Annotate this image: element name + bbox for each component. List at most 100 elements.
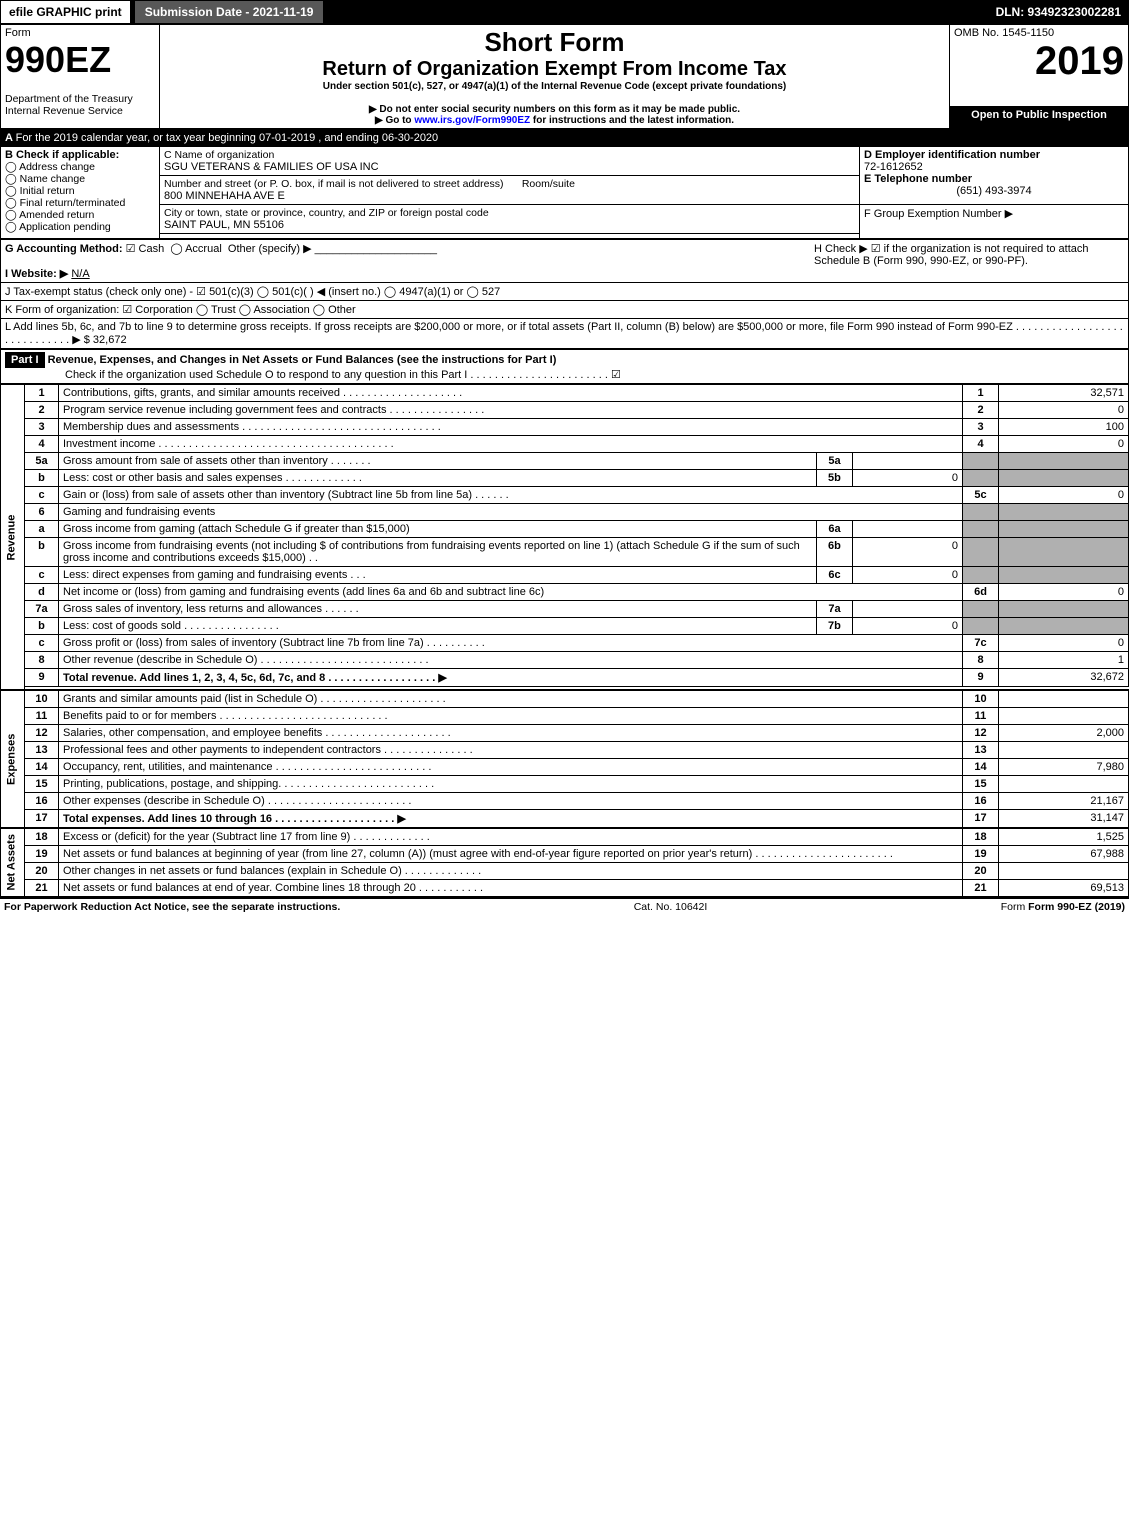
f-label: F Group Exemption Number ▶ [864, 208, 1013, 220]
line-5b-sub: 5b [816, 470, 852, 487]
phone-value: (651) 493-3974 [864, 185, 1124, 197]
line-7c-num: c [25, 635, 59, 652]
line-7c-val: 0 [999, 635, 1129, 652]
line-7b-desc: Less: cost of goods sold . . . . . . . .… [59, 618, 817, 635]
e-label: E Telephone number [864, 173, 972, 185]
efile-button[interactable]: efile GRAPHIC print [0, 0, 131, 24]
line-5c-val: 0 [999, 487, 1129, 504]
line-21-val: 69,513 [999, 880, 1129, 897]
line-6c-desc: Less: direct expenses from gaming and fu… [59, 567, 817, 584]
line-16-val: 21,167 [999, 793, 1129, 810]
line-21-rn: 21 [963, 880, 999, 897]
j-text: J Tax-exempt status (check only one) - ☑… [1, 283, 1129, 301]
form-header-table: Form 990EZ Department of the Treasury In… [0, 24, 1129, 129]
line-19-rn: 19 [963, 846, 999, 863]
line-6c-sub: 6c [816, 567, 852, 584]
line-9-num: 9 [25, 669, 59, 687]
line-5b-num: b [25, 470, 59, 487]
line-5b-desc: Less: cost or other basis and sales expe… [59, 470, 817, 487]
line-14-num: 14 [25, 759, 59, 776]
l-text: L Add lines 5b, 6c, and 7b to line 9 to … [1, 319, 1129, 349]
line-5c-desc: Gain or (loss) from sale of assets other… [59, 487, 963, 504]
line-2-desc: Program service revenue including govern… [59, 402, 963, 419]
line-15-val [999, 776, 1129, 793]
line-6b-num: b [25, 538, 59, 567]
line-19-num: 19 [25, 846, 59, 863]
chk-name-change[interactable]: ◯ Name change [5, 173, 85, 185]
section-expenses-label: Expenses [1, 690, 25, 828]
g-other[interactable]: Other (specify) ▶ [228, 243, 312, 255]
line-16-desc: Other expenses (describe in Schedule O) … [59, 793, 963, 810]
line-3-desc: Membership dues and assessments . . . . … [59, 419, 963, 436]
footer-mid: Cat. No. 10642I [634, 901, 708, 913]
i-label: I Website: ▶ [5, 268, 68, 280]
street-label: Number and street (or P. O. box, if mail… [164, 178, 503, 190]
line-16-rn: 16 [963, 793, 999, 810]
line-8-rn: 8 [963, 652, 999, 669]
line-7b-sub: 7b [816, 618, 852, 635]
line-19-val: 67,988 [999, 846, 1129, 863]
g-cash[interactable]: ☑ Cash [126, 243, 165, 255]
line-10-num: 10 [25, 690, 59, 708]
line-1-val: 32,571 [999, 385, 1129, 402]
chk-initial-return[interactable]: ◯ Initial return [5, 185, 75, 197]
line-3-val: 100 [999, 419, 1129, 436]
line-6a-sub: 6a [816, 521, 852, 538]
line-6a-sv [852, 521, 962, 538]
chk-final-return[interactable]: ◯ Final return/terminated [5, 197, 125, 209]
room-label: Room/suite [522, 178, 575, 190]
line-12-num: 12 [25, 725, 59, 742]
line-17-desc: Total expenses. Add lines 10 through 16 … [59, 810, 963, 829]
line-4-num: 4 [25, 436, 59, 453]
chk-amended-return[interactable]: ◯ Amended return [5, 209, 94, 221]
line-A: A For the 2019 calendar year, or tax yea… [1, 130, 1129, 147]
short-form-title: Short Form [164, 27, 945, 58]
line-19-desc: Net assets or fund balances at beginning… [59, 846, 963, 863]
line-6b-sub: 6b [816, 538, 852, 567]
form-number: 990EZ [5, 39, 111, 80]
line-6b-desc: Gross income from fundraising events (no… [59, 538, 817, 567]
line-12-rn: 12 [963, 725, 999, 742]
subtitle: Under section 501(c), 527, or 4947(a)(1)… [164, 81, 945, 92]
section-revenue-label: Revenue [1, 385, 25, 691]
line-20-num: 20 [25, 863, 59, 880]
line-13-num: 13 [25, 742, 59, 759]
line-2-val: 0 [999, 402, 1129, 419]
line-7c-desc: Gross profit or (loss) from sales of inv… [59, 635, 963, 652]
line-15-num: 15 [25, 776, 59, 793]
part-i-title: Revenue, Expenses, and Changes in Net As… [48, 354, 557, 366]
city-label: City or town, state or province, country… [164, 207, 489, 219]
line-5b-sv: 0 [852, 470, 962, 487]
line-1-rn: 1 [963, 385, 999, 402]
irs-link[interactable]: www.irs.gov/Form990EZ [414, 115, 530, 126]
line-4-val: 0 [999, 436, 1129, 453]
k-text: K Form of organization: ☑ Corporation ◯ … [1, 301, 1129, 319]
line-2-rn: 2 [963, 402, 999, 419]
footer-left: For Paperwork Reduction Act Notice, see … [4, 901, 340, 913]
line-7b-num: b [25, 618, 59, 635]
line-6d-val: 0 [999, 584, 1129, 601]
line-11-val [999, 708, 1129, 725]
g-label: G Accounting Method: [5, 243, 123, 255]
top-bar: efile GRAPHIC print Submission Date - 20… [0, 0, 1129, 24]
line-6d-desc: Net income or (loss) from gaming and fun… [59, 584, 963, 601]
chk-application-pending[interactable]: ◯ Application pending [5, 221, 111, 233]
line-5a-num: 5a [25, 453, 59, 470]
line-20-val [999, 863, 1129, 880]
section-B-label: B Check if applicable: [5, 149, 119, 161]
g-accrual[interactable]: ◯ Accrual [170, 243, 221, 255]
line-10-desc: Grants and similar amounts paid (list in… [59, 690, 963, 708]
line-20-rn: 20 [963, 863, 999, 880]
line-18-rn: 18 [963, 828, 999, 846]
line-5a-sv [852, 453, 962, 470]
line-4-rn: 4 [963, 436, 999, 453]
ssn-note: ▶ Do not enter social security numbers o… [164, 104, 945, 115]
line-1-num: 1 [25, 385, 59, 402]
h-text: H Check ▶ ☑ if the organization is not r… [810, 240, 1129, 283]
line-7b-sv: 0 [852, 618, 962, 635]
line-11-rn: 11 [963, 708, 999, 725]
chk-address-change[interactable]: ◯ Address change [5, 161, 95, 173]
part-i-label: Part I [5, 352, 45, 368]
return-title: Return of Organization Exempt From Incom… [164, 58, 945, 81]
ein-value: 72-1612652 [864, 161, 923, 173]
